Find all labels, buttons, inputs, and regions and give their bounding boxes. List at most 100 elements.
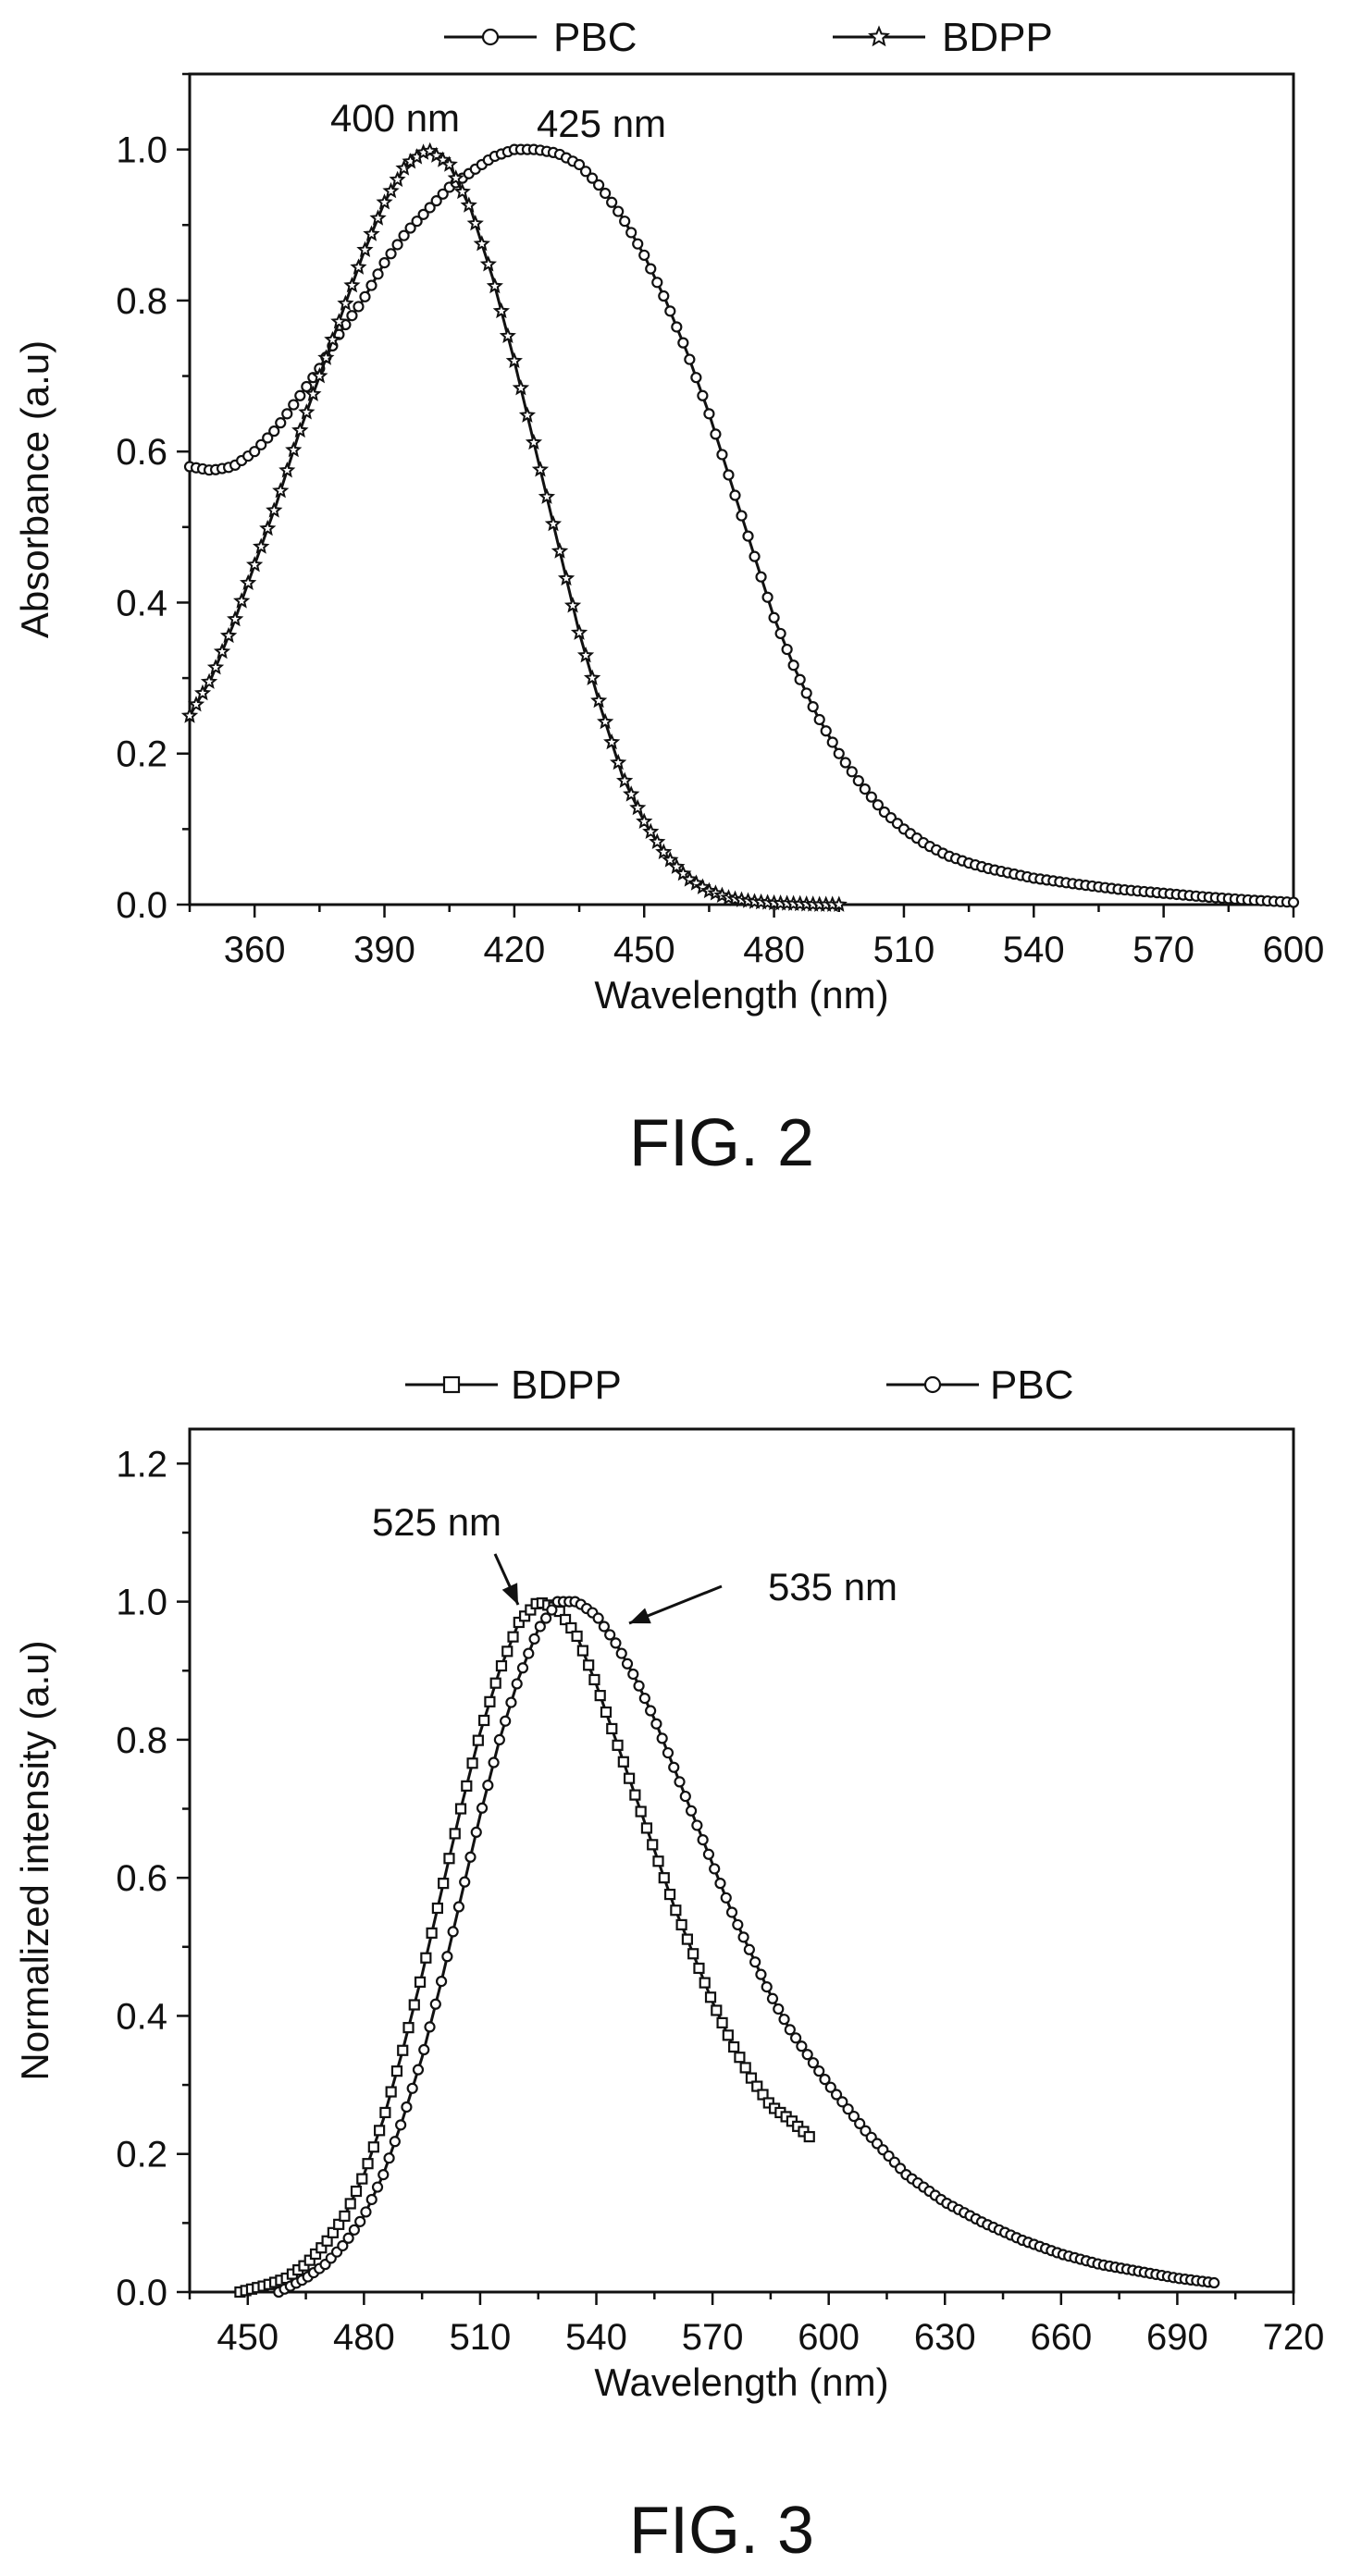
series-bdpp-marker-81 bbox=[704, 1991, 717, 2003]
series-pbc-marker-42 bbox=[516, 1662, 529, 1674]
series-pbc-marker-35 bbox=[476, 1802, 489, 1814]
series-pbc-marker-12 bbox=[262, 432, 274, 444]
series-pbc-marker-69 bbox=[674, 1776, 686, 1788]
series-pbc-marker-75 bbox=[709, 1863, 721, 1875]
series-pbc-marker-30 bbox=[447, 1926, 459, 1938]
series-bdpp-marker-24 bbox=[337, 294, 354, 311]
series-bdpp-marker-26 bbox=[350, 258, 367, 275]
series-pbc-marker-64 bbox=[600, 187, 612, 200]
legend-label: PBC bbox=[553, 15, 637, 60]
series-bdpp-marker-43 bbox=[460, 196, 477, 213]
series-pbc-marker-91 bbox=[801, 2049, 813, 2061]
x-tick-label: 570 bbox=[1132, 930, 1194, 970]
x-tick-label: 450 bbox=[217, 2317, 278, 2358]
legend-pbc: PBC bbox=[444, 15, 637, 60]
series-bdpp-marker-29 bbox=[369, 209, 387, 226]
series-pbc-marker-32 bbox=[391, 239, 403, 251]
series-pbc-marker-34 bbox=[470, 1826, 482, 1838]
y-tick-label: 0.8 bbox=[116, 1720, 167, 1761]
y-tick-label: 0.8 bbox=[116, 281, 167, 322]
series-bdpp-marker-69 bbox=[629, 798, 647, 816]
series-pbc-marker-83 bbox=[755, 1968, 767, 1980]
series-pbc bbox=[183, 143, 1300, 908]
series-pbc-marker-80 bbox=[737, 1931, 749, 1943]
series-bdpp-marker-21 bbox=[356, 2173, 368, 2185]
series-bdpp-marker-45 bbox=[495, 1659, 508, 1672]
series-bdpp-marker-40 bbox=[440, 155, 458, 172]
series-pbc-marker-39 bbox=[500, 1715, 512, 1727]
series-pbc-marker-59 bbox=[615, 1647, 627, 1659]
y-tick-label: 0.6 bbox=[116, 432, 167, 473]
series-bdpp-marker-16 bbox=[327, 2226, 339, 2238]
series-bdpp-marker-76 bbox=[675, 1918, 687, 1931]
series-bdpp-marker-69 bbox=[635, 1806, 647, 1818]
series-pbc-marker-75 bbox=[671, 321, 683, 333]
series-pbc-marker-29 bbox=[441, 1951, 453, 1963]
peak-annotation: 535 nm bbox=[768, 1565, 897, 1608]
series-pbc-marker-102 bbox=[846, 766, 858, 778]
series-bdpp-marker-43 bbox=[484, 1695, 496, 1707]
series-pbc-marker-47 bbox=[546, 1604, 558, 1616]
legend-pbc-marker-0 bbox=[923, 1375, 942, 1394]
series-bdpp-marker-56 bbox=[544, 515, 563, 532]
x-tick-label: 720 bbox=[1263, 2317, 1325, 2358]
series-pbc-marker-61 bbox=[627, 1668, 639, 1681]
series-pbc-marker-98 bbox=[820, 725, 832, 737]
series-pbc-marker-88 bbox=[755, 571, 767, 583]
series-pbc-marker-64 bbox=[645, 1705, 657, 1717]
peak-annotation: 425 nm bbox=[537, 102, 666, 145]
series-bdpp-marker-25 bbox=[343, 277, 361, 293]
series-pbc-marker-56 bbox=[598, 1621, 610, 1633]
x-tick-label: 600 bbox=[798, 2317, 860, 2358]
series-bdpp-marker-23 bbox=[330, 313, 348, 329]
y-tick-label: 0.4 bbox=[116, 1996, 167, 2037]
series-bdpp-marker-13 bbox=[309, 2248, 322, 2261]
series-bdpp-marker-31 bbox=[414, 1976, 427, 1988]
series-bdpp-marker-75 bbox=[670, 1904, 682, 1917]
series-bdpp-marker-58 bbox=[571, 1630, 583, 1643]
series-bdpp-marker-12 bbox=[259, 519, 277, 536]
series-bdpp-marker-65 bbox=[603, 733, 621, 750]
series-pbc-marker-84 bbox=[761, 1980, 773, 1993]
y-axis-title: Absorbance (a.u) bbox=[13, 340, 56, 638]
series-bdpp-marker-9 bbox=[239, 573, 257, 590]
series-pbc-marker-20 bbox=[389, 2136, 401, 2148]
chart-fig3-emission: 450 480 510 540 570 600 630 660 690 720 0.0 0.2 0.4 0… bbox=[13, 1362, 1324, 2404]
series-bdpp-marker-61 bbox=[588, 1673, 600, 1686]
series-pbc-marker-97 bbox=[813, 713, 825, 726]
series-pbc-marker-79 bbox=[697, 389, 709, 401]
legend-label: BDPP bbox=[942, 15, 1053, 60]
series-pbc-marker-68 bbox=[625, 227, 637, 239]
series-bdpp-marker-64 bbox=[606, 1722, 618, 1735]
series-pbc-marker-63 bbox=[638, 1692, 650, 1705]
series-bdpp-marker-28 bbox=[363, 225, 380, 241]
series-pbc-marker-79 bbox=[732, 1918, 744, 1931]
series-bdpp-marker-10 bbox=[245, 555, 264, 573]
legend-bdpp: BDPP bbox=[405, 1362, 622, 1408]
series-bdpp-marker-86 bbox=[734, 2052, 746, 2064]
legend-bdpp: BDPP bbox=[833, 15, 1053, 60]
series-pbc-marker-29 bbox=[372, 268, 384, 280]
series-bdpp-marker-41 bbox=[447, 169, 464, 186]
series-pbc-marker-25 bbox=[418, 2043, 430, 2056]
series-bdpp-marker-40 bbox=[466, 1757, 478, 1769]
series-pbc-marker-11 bbox=[337, 2239, 349, 2252]
series-bdpp-marker-72 bbox=[649, 832, 666, 849]
series-pbc-marker-66 bbox=[656, 1732, 668, 1744]
legend-label: PBC bbox=[990, 1362, 1073, 1408]
series-pbc-marker-99 bbox=[848, 2110, 860, 2123]
series-pbc-marker-24 bbox=[412, 2064, 425, 2076]
series-bdpp-marker-34 bbox=[431, 1902, 444, 1915]
series-bdpp-marker-11 bbox=[252, 537, 270, 554]
series-pbc-marker-90 bbox=[768, 611, 780, 623]
series-bdpp-marker-31 bbox=[382, 181, 400, 199]
series-bdpp-marker-53 bbox=[525, 433, 543, 450]
series-bdpp-marker-88 bbox=[745, 2072, 758, 2084]
series-bdpp-marker-0 bbox=[180, 707, 199, 723]
series-bdpp-marker-58 bbox=[557, 569, 575, 586]
series-pbc-marker-90 bbox=[796, 2040, 808, 2052]
series-bdpp-marker-1 bbox=[187, 696, 205, 712]
series-pbc-marker-32 bbox=[459, 1876, 471, 1888]
series-bdpp-marker-55 bbox=[538, 487, 556, 504]
series-bdpp-marker-7 bbox=[227, 610, 244, 627]
